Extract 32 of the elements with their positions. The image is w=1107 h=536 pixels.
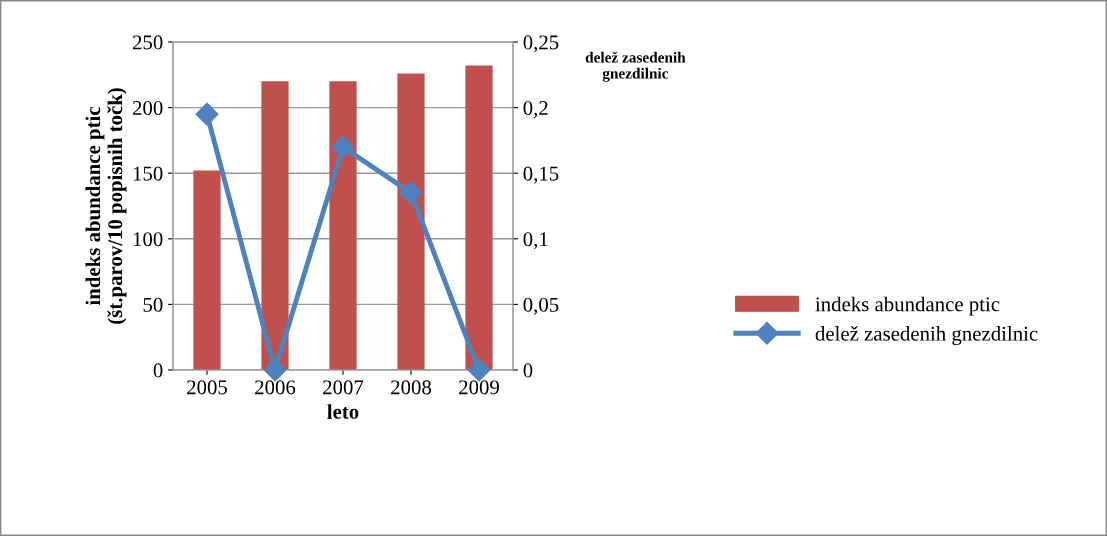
y2-tick-label: 0,15 <box>523 166 559 184</box>
y2-tick-label: 0 <box>523 363 533 378</box>
bar <box>329 81 357 370</box>
x-tick-label: 2006 <box>255 380 296 395</box>
y-tick-label: 50 <box>143 297 163 312</box>
y2-tick-label: 0,05 <box>523 297 559 315</box>
x-tick-label: 2005 <box>187 380 228 395</box>
y-axis-title: indeks abundance ptic (št.parov/10 popisnih točk) <box>85 88 127 324</box>
bar <box>261 81 289 370</box>
y2-tick-label: 0,1 <box>523 232 548 250</box>
point <box>263 358 287 382</box>
y-tick-label: 0 <box>153 363 163 378</box>
x-tick-label: 2007 <box>323 380 364 395</box>
x-tick-label: 2008 <box>391 380 432 395</box>
point <box>467 358 491 382</box>
legend-label: indeks abundance ptic <box>815 296 1000 316</box>
bar <box>397 73 425 370</box>
bar <box>465 65 493 370</box>
point <box>331 135 355 159</box>
y-tick-label: 200 <box>132 100 163 116</box>
point <box>399 181 423 205</box>
x-axis-title: leto <box>327 404 359 419</box>
y-tick-label: 250 <box>132 35 163 50</box>
y2-tick-label: 0,2 <box>523 100 548 119</box>
y2-axis-title: delež zasedenih gnezdilnic <box>585 51 686 82</box>
y2-tick-label: 0,25 <box>523 35 559 53</box>
x-tick-label: 2009 <box>459 380 499 395</box>
point <box>195 102 219 126</box>
bar <box>193 170 221 370</box>
legend-label: delež zasedenih gnezdilnic <box>815 326 1038 346</box>
y-tick-label: 100 <box>133 232 163 247</box>
y-tick-label: 150 <box>133 166 163 181</box>
